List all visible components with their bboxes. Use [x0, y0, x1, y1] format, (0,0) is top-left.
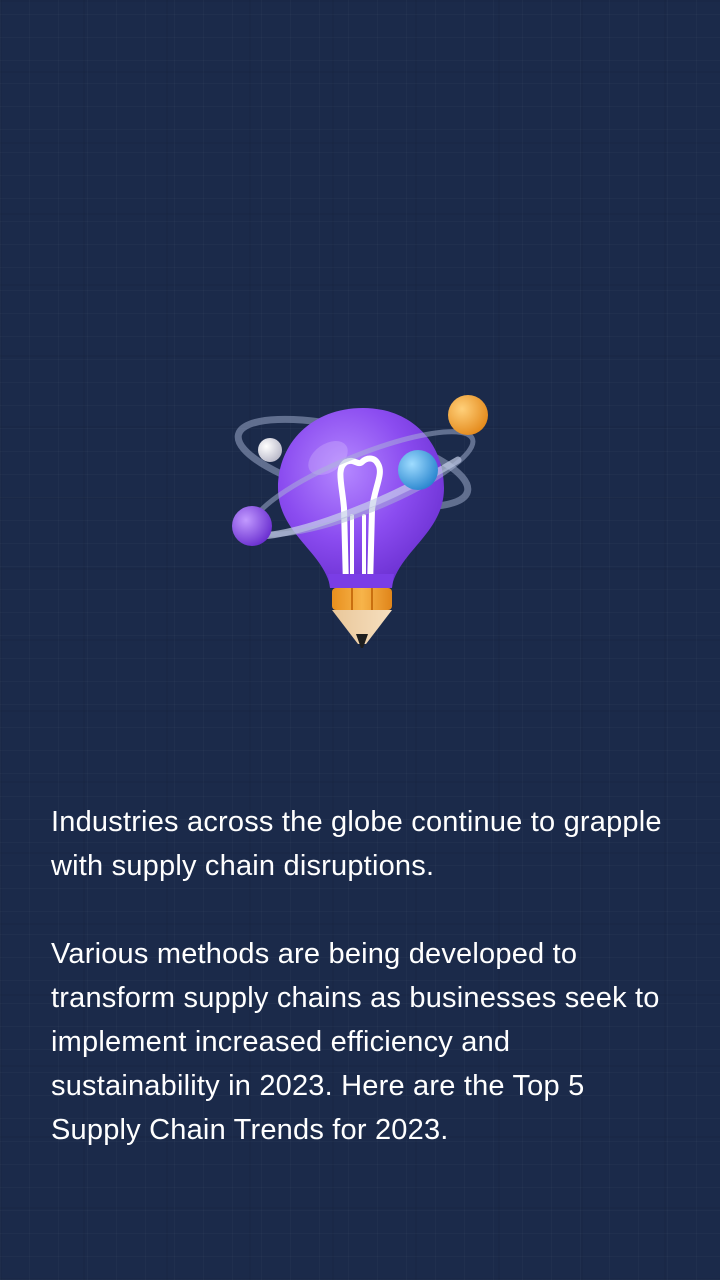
- intro-paragraph-2: Various methods are being developed to t…: [51, 938, 660, 1146]
- intro-text: Industries across the globe continue to …: [51, 800, 681, 1152]
- intro-paragraph-1: Industries across the globe continue to …: [51, 806, 662, 882]
- lightbulb-pencil-atom-icon: [228, 388, 498, 653]
